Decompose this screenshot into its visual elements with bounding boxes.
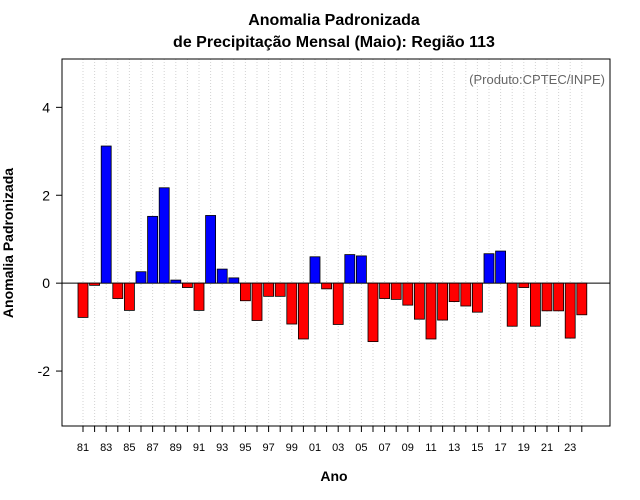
bar-2004 bbox=[344, 254, 356, 284]
plot-frame bbox=[61, 58, 611, 427]
x-tick-label: 11 bbox=[425, 442, 436, 454]
bar-2019 bbox=[518, 282, 530, 288]
y-axis-title: Anomalia Padronizada bbox=[0, 168, 16, 318]
bar-1982 bbox=[89, 282, 100, 286]
bar-2023 bbox=[564, 282, 576, 339]
x-tick-label: 07 bbox=[378, 442, 390, 454]
bar-1992 bbox=[205, 215, 217, 284]
bar-1994 bbox=[228, 277, 240, 284]
bar-1997 bbox=[263, 282, 275, 297]
x-tick-label: 87 bbox=[146, 442, 158, 454]
bar-2005 bbox=[355, 255, 367, 284]
x-axis-title: Ano bbox=[320, 468, 347, 484]
x-tick-label: 95 bbox=[239, 442, 251, 454]
y-axis: -2 0 2 4 bbox=[38, 99, 62, 379]
x-tick-label: 93 bbox=[216, 442, 228, 454]
y-tick-label: -2 bbox=[38, 363, 51, 379]
bar-2000 bbox=[297, 282, 309, 340]
bar-2003 bbox=[332, 282, 344, 325]
x-tick-label: 89 bbox=[170, 442, 182, 454]
bar-2024 bbox=[576, 282, 588, 316]
x-tick-label: 03 bbox=[332, 442, 344, 454]
bar-2010 bbox=[413, 282, 425, 320]
x-tick-label: 13 bbox=[448, 442, 460, 454]
bar-1985 bbox=[124, 282, 135, 311]
bar-1984 bbox=[112, 282, 124, 299]
x-tick-label: 21 bbox=[541, 442, 553, 454]
bar-2016 bbox=[483, 253, 495, 284]
bar-2014 bbox=[460, 282, 472, 307]
x-tick-label: 91 bbox=[193, 442, 205, 454]
x-tick-label: 81 bbox=[77, 442, 89, 454]
bar-1991 bbox=[193, 282, 205, 311]
y-tick-label: 2 bbox=[42, 187, 50, 203]
bar-2013 bbox=[448, 282, 460, 303]
x-tick-label: 15 bbox=[471, 442, 483, 454]
bar-2018 bbox=[506, 282, 518, 327]
credit-label: (Produto:CPTEC/INPE) bbox=[469, 72, 605, 87]
bar-2007 bbox=[379, 282, 391, 299]
grid-lines bbox=[82, 59, 583, 426]
chart-title-line1: Anomalia Padronizada bbox=[248, 12, 420, 29]
x-tick-label: 83 bbox=[100, 442, 112, 454]
x-tick-label: 01 bbox=[309, 442, 321, 454]
chart-title-line2: de Precipitação Mensal (Maio): Região 11… bbox=[173, 34, 495, 51]
bar-2011 bbox=[425, 282, 437, 340]
x-tick-label: 23 bbox=[564, 442, 576, 454]
y-tick-label: 4 bbox=[42, 99, 50, 115]
x-tick-label: 85 bbox=[123, 442, 135, 454]
x-tick-label: 05 bbox=[355, 442, 367, 454]
bar-2012 bbox=[437, 282, 449, 321]
x-tick-label: 09 bbox=[402, 442, 414, 454]
x-tick-label: 97 bbox=[262, 442, 274, 454]
x-axis: 81 83 85 87 89 91 93 95 97 99 01 03 05 07 09 11 13 15 17 19… bbox=[77, 426, 583, 454]
x-tick-label: 19 bbox=[518, 442, 530, 454]
bar-1988 bbox=[158, 187, 170, 284]
bar-1995 bbox=[239, 282, 251, 302]
bar-1987 bbox=[147, 215, 159, 284]
bar-2008 bbox=[390, 282, 402, 300]
bar-2015 bbox=[471, 282, 483, 313]
bar-1998 bbox=[274, 282, 286, 297]
bars-group bbox=[77, 145, 588, 343]
bar-2020 bbox=[530, 282, 541, 327]
bar-1999 bbox=[286, 282, 298, 325]
bar-1990 bbox=[181, 282, 193, 288]
bar-2002 bbox=[321, 282, 333, 290]
bar-1989 bbox=[170, 279, 182, 284]
x-tick-label: 99 bbox=[286, 442, 298, 454]
bar-1986 bbox=[135, 271, 147, 284]
bar-2006 bbox=[367, 282, 379, 343]
bar-2001 bbox=[309, 256, 321, 284]
x-tick-label: 17 bbox=[494, 442, 506, 454]
bar-1996 bbox=[251, 282, 263, 321]
bar-1981 bbox=[77, 282, 89, 318]
bar-2021 bbox=[541, 282, 553, 312]
bar-2017 bbox=[495, 250, 507, 284]
bar-1993 bbox=[216, 268, 228, 284]
bar-2009 bbox=[402, 282, 414, 306]
bar-2022 bbox=[553, 282, 564, 312]
bar-1983 bbox=[100, 145, 112, 284]
y-tick-label: 0 bbox=[42, 275, 50, 291]
